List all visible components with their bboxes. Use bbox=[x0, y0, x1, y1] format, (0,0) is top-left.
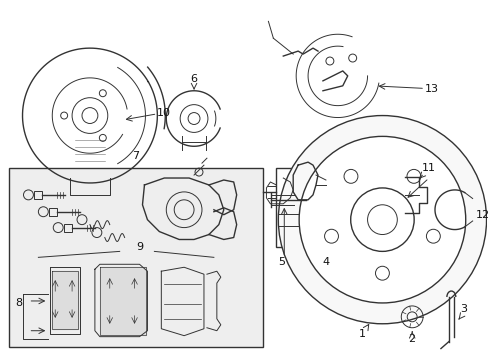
Text: 7: 7 bbox=[132, 151, 139, 161]
Polygon shape bbox=[52, 271, 78, 329]
Text: 9: 9 bbox=[136, 242, 143, 252]
Bar bbox=[9, 168, 264, 347]
Text: 10: 10 bbox=[157, 108, 171, 118]
Text: 11: 11 bbox=[422, 163, 436, 173]
Bar bbox=[276, 168, 375, 247]
Polygon shape bbox=[100, 267, 147, 335]
Text: 5: 5 bbox=[278, 257, 285, 267]
Text: 12: 12 bbox=[475, 210, 490, 220]
Bar bbox=[34, 191, 42, 199]
Circle shape bbox=[299, 136, 466, 303]
Bar bbox=[49, 208, 57, 216]
Text: 3: 3 bbox=[460, 304, 467, 314]
Text: 8: 8 bbox=[15, 298, 22, 308]
Text: 4: 4 bbox=[322, 257, 329, 267]
Circle shape bbox=[278, 116, 487, 324]
Text: 1: 1 bbox=[359, 329, 366, 339]
Text: 6: 6 bbox=[191, 74, 197, 84]
Bar bbox=[64, 224, 72, 231]
Text: 2: 2 bbox=[409, 334, 416, 344]
Text: 13: 13 bbox=[425, 84, 439, 94]
